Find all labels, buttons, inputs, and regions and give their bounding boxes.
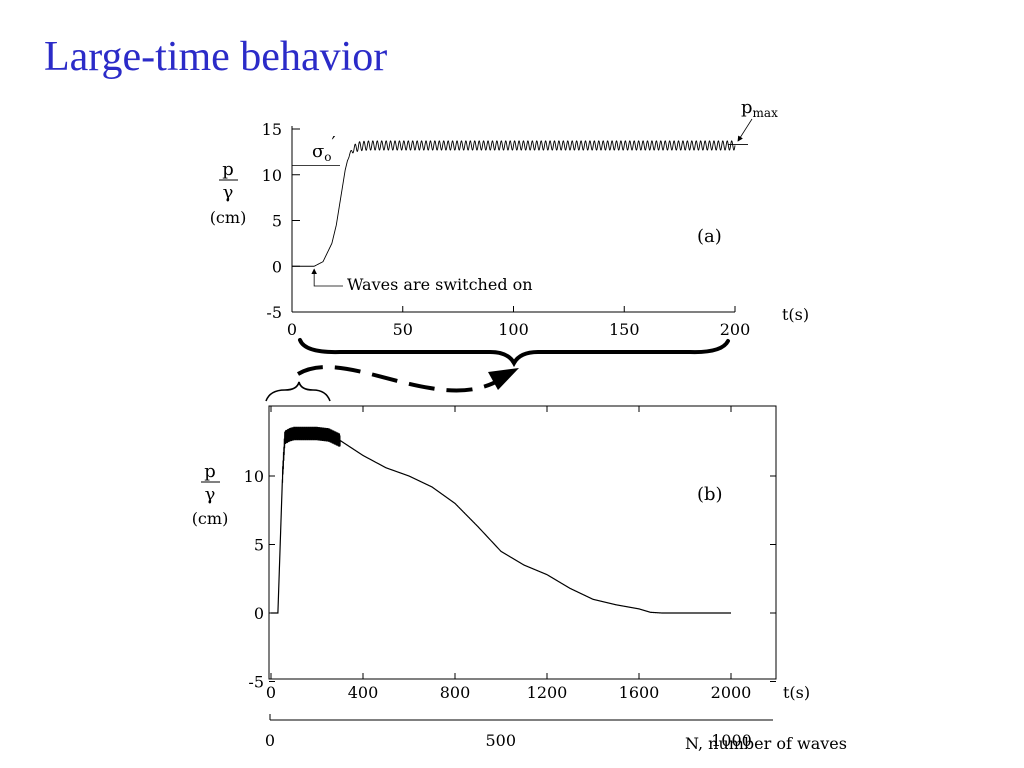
chart-b-x-ticks (270, 406, 732, 679)
chart-a-x-ticks (291, 306, 736, 312)
chart-a-x-tick-label: 50 (393, 320, 413, 339)
chart-a-x-tick-label: 200 (720, 320, 751, 339)
chart-b-x-tick-label: 0 (266, 683, 276, 702)
chart-b-y-tick-label: -5 (248, 673, 264, 692)
chart-b-x-tick-label: 1200 (527, 683, 568, 702)
waves-axis-tick-label: 0 (265, 731, 275, 750)
chart-a-y-label-unit: (cm) (210, 208, 247, 227)
chart-a-x-tick-label: 100 (498, 320, 529, 339)
chart-a-y-tick-label: 10 (262, 166, 282, 185)
waves-axis-tick-labels: 0 500 1000 (265, 731, 752, 750)
chart-b-x-label: t(s) (783, 683, 810, 702)
chart-b-x-tick-label: 400 (348, 683, 379, 702)
slide-title: Large-time behavior (44, 34, 388, 80)
chart-b-frame (268, 405, 777, 680)
chart-a-panel-label: (a) (697, 226, 722, 247)
chart-a-y-tick-label: 0 (272, 257, 282, 276)
chart-b-x-tick-labels: 0 400 800 1200 1600 2000 (266, 683, 751, 702)
chart-a-series-line (292, 140, 736, 267)
dashed-connector (296, 365, 507, 393)
chart-b-series-line (271, 426, 731, 614)
chart-a-sigma-label: σo′ (312, 133, 336, 164)
chart-a-y-label-num: p (222, 159, 234, 180)
chart-b-y-label-den: γ (205, 484, 216, 505)
chart-a-x-tick-labels: 0 50 100 150 200 (287, 320, 750, 339)
chart-b-x-tick-label: 2000 (711, 683, 752, 702)
chart-a-waves-note: Waves are switched on (347, 275, 533, 294)
chart-b-y-tick-label: 5 (254, 536, 264, 555)
chart-a-waves-leader (313, 283, 343, 287)
connector-arrowhead (488, 368, 519, 390)
chart-b-y-label-num: p (204, 461, 216, 482)
chart-a-y-tick-label: 5 (272, 212, 282, 231)
chart-a-y-tick-label: -5 (266, 303, 282, 322)
chart-b-panel-label: (b) (697, 484, 723, 505)
waves-axis-label: N, number of waves (685, 734, 847, 753)
small-brace (265, 381, 331, 402)
chart-a-pmax-arrow (737, 118, 753, 142)
chart-a-pmax-label: pmax (741, 97, 778, 120)
waves-axis-tick-label: 500 (485, 731, 516, 750)
chart-a-y-tick-label: 15 (262, 120, 282, 139)
chart-b-y-tick-label: 0 (254, 604, 264, 623)
chart-b-x-tick-label: 800 (440, 683, 471, 702)
waves-axis-tick-label: 1000 (711, 731, 752, 750)
chart-a-x-tick-label: 0 (287, 320, 297, 339)
chart-b-x-tick-label: 1600 (619, 683, 660, 702)
chart-b-y-tick-label: 10 (244, 467, 264, 486)
chart-b-y-ticks (269, 475, 776, 682)
chart-b-y-label-unit: (cm) (192, 509, 229, 528)
chart-a-y-ticks (292, 128, 300, 313)
chart-a-x-tick-label: 150 (609, 320, 640, 339)
large-brace (298, 338, 730, 368)
chart-a-x-label: t(s) (782, 305, 809, 324)
chart-a-y-tick-labels: 15 10 5 0 -5 (262, 120, 282, 322)
chart-b-y-tick-labels: 10 5 0 -5 (244, 467, 264, 692)
chart-a-y-label-den: γ (223, 182, 234, 203)
